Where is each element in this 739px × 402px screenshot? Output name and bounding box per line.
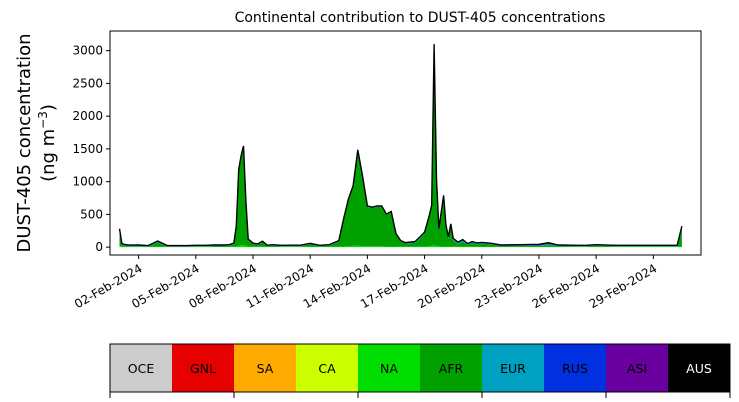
- legend-label-na: NA: [380, 361, 398, 376]
- y-axis-label-exponent: −3: [36, 111, 50, 129]
- legend-swatch-asi: [606, 344, 668, 392]
- y-axis-label-line1: DUST-405 concentration: [14, 33, 35, 252]
- legend: OCE GNL SA CA NA AFR EUR RUS ASI AUS: [109, 343, 731, 398]
- legend-swatch-gnl: [172, 344, 234, 392]
- plot-area: 05001000150020002500300002-Feb-202405-Fe…: [72, 30, 702, 311]
- area-series-eur: [119, 48, 682, 247]
- y-axis-label-close: ): [38, 104, 59, 111]
- legend-swatch-eur: [482, 344, 544, 392]
- chart-title: Continental contribution to DUST-405 con…: [235, 10, 606, 26]
- y-tick-label: 1000: [72, 175, 103, 189]
- y-tick-label: 500: [80, 207, 103, 221]
- legend-label-rus: RUS: [562, 361, 588, 376]
- legend-label-gnl: GNL: [190, 361, 216, 376]
- legend-swatch-afr: [420, 344, 482, 392]
- y-tick-label: 3000: [72, 44, 103, 58]
- total-concentration-line: [118, 44, 683, 247]
- y-tick-label: 2500: [72, 76, 103, 90]
- y-axis-label-line2: (ng m−3): [36, 104, 59, 182]
- y-tick-label: 0: [95, 240, 103, 254]
- legend-label-asi: ASI: [627, 361, 647, 376]
- y-tick-label: 2000: [72, 109, 103, 123]
- legend-swatch-oce: [110, 344, 172, 392]
- legend-label-aus: AUS: [686, 361, 712, 376]
- legend-label-ca: CA: [318, 361, 336, 376]
- legend-swatch-ca: [296, 344, 358, 392]
- legend-swatch-na: [358, 344, 420, 392]
- legend-frame: [109, 343, 731, 393]
- legend-label-oce: OCE: [128, 361, 155, 376]
- plot-frame: [109, 30, 702, 256]
- legend-swatch-aus: [668, 344, 730, 392]
- legend-label-eur: EUR: [500, 361, 526, 376]
- y-axis-label: DUST-405 concentration (ng m−3): [14, 33, 59, 252]
- y-tick-label: 1500: [72, 142, 103, 156]
- legend-swatch-rus: [544, 344, 606, 392]
- area-series-rus: [119, 45, 682, 247]
- area-series-asi: [119, 44, 682, 246]
- legend-label-sa: SA: [257, 361, 274, 376]
- area-series-aus: [119, 44, 682, 246]
- legend-swatch-sa: [234, 344, 296, 392]
- area-series-afr: [119, 48, 682, 247]
- y-axis-label-unit: (ng m: [38, 129, 59, 182]
- legend-label-afr: AFR: [439, 361, 464, 376]
- area-series-na: [119, 245, 682, 248]
